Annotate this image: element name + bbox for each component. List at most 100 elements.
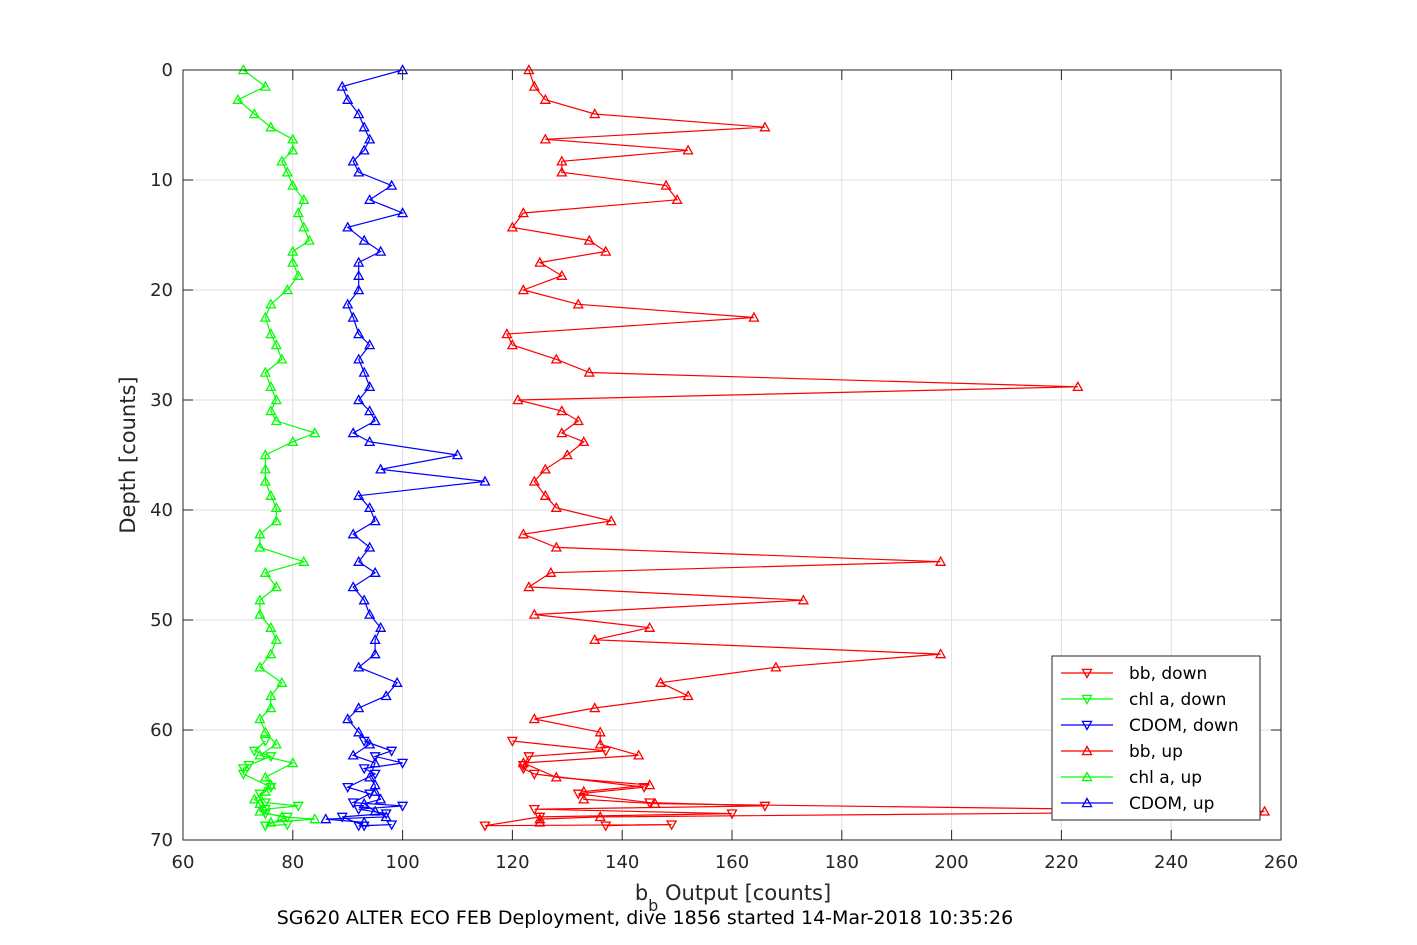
data-point-marker [259,798,271,809]
data-point-marker [353,166,365,177]
data-point-marker [353,394,365,405]
data-point-marker [254,594,266,605]
data-point-marker [556,269,568,280]
data-point-marker [386,746,398,757]
data-point-marker [396,801,409,812]
series-chl-a-up [232,64,321,827]
data-point-marker [342,221,354,232]
data-point-marker [358,144,370,155]
data-point-marker [336,812,348,823]
y-tick-label: 70 [150,830,173,851]
data-point-marker [265,621,277,632]
y-tick-labels: 0 10 20 30 40 50 60 70 [150,60,173,851]
data-point-marker [353,353,365,364]
legend-marker [1081,797,1093,808]
data-point-marker [600,245,612,256]
y-tick-label: 10 [150,170,173,191]
data-point-marker [254,805,266,816]
tick-marks [182,69,1282,841]
legend-marker [1081,771,1093,782]
data-point-marker [358,816,370,827]
data-point-marker [358,764,370,775]
data-point-marker [517,528,529,539]
data-point-marker [364,435,376,447]
data-point-marker [550,541,562,552]
data-point-marker [353,108,365,119]
data-point-marker [517,207,529,218]
data-point-marker [556,405,568,416]
data-point-marker [248,108,260,119]
data-point-marker [287,245,299,256]
data-point-marker [594,738,606,749]
data-point-marker [534,816,546,827]
data-point-marker [353,804,365,816]
data-point-marker [347,427,359,438]
data-point-marker [364,501,376,513]
data-point-marker [309,813,321,824]
data-point-marker [506,339,519,350]
data-point-marker [528,475,540,486]
data-point-marker [523,752,535,763]
data-point-marker [600,746,612,757]
data-point-marker [336,80,348,91]
data-point-marker [353,489,365,500]
data-point-marker [259,475,271,486]
data-point-marker [259,726,271,737]
data-point-marker [666,820,678,831]
data-point-marker [259,463,271,474]
data-point-marker [375,463,387,474]
data-point-marker [517,760,529,772]
data-point-marker [364,608,376,619]
data-point-marker [259,566,271,577]
data-point-marker [309,427,321,438]
data-point-marker [759,121,771,132]
data-point-marker [605,515,617,526]
x-axis-label-main: b [635,881,648,905]
data-point-marker [375,621,387,632]
legend-marker [1081,745,1093,756]
data-point-marker [369,779,381,790]
data-point-marker [276,353,288,364]
legend-label: bb, up [1129,742,1183,762]
data-point-marker [545,566,557,577]
data-point-marker [265,380,277,392]
data-point-marker [287,144,299,155]
data-point-marker [364,405,376,416]
data-point-marker [342,782,354,794]
series-cdom-up [320,64,491,827]
legend-marker [1081,668,1093,679]
data-point-marker [364,380,376,392]
y-axis-label: Depth [counts] [116,376,140,533]
data-point-marker [248,793,260,804]
data-point-marker [539,133,551,144]
data-point-marker [550,771,562,782]
data-point-marker [287,133,299,144]
data-point-marker [528,608,540,619]
data-point-marker [347,749,359,760]
data-point-marker [358,797,370,808]
data-point-marker [259,311,271,322]
data-point-marker [358,234,370,245]
legend-entry: bb, up [1061,742,1183,762]
data-point-marker [364,771,376,782]
data-point-marker [506,221,519,232]
x-tick-label: 120 [495,852,529,873]
data-point-marker [347,155,359,166]
data-point-marker [935,555,947,566]
data-point-marker [759,801,771,812]
data-point-marker [276,676,288,687]
data-point-marker [254,528,266,539]
data-point-marker [270,515,282,526]
data-point-marker [347,581,359,592]
data-point-marker [259,449,271,460]
data-point-marker [797,594,809,605]
legend-entry: CDOM, up [1061,794,1214,814]
data-point-marker [265,298,277,309]
series-layer [232,64,1271,832]
data-point-marker [353,702,365,713]
x-tick-label: 220 [1044,852,1078,873]
data-point-marker [364,133,376,144]
legend-box [1051,655,1261,821]
data-point-marker [265,648,277,659]
data-point-marker [265,328,277,339]
